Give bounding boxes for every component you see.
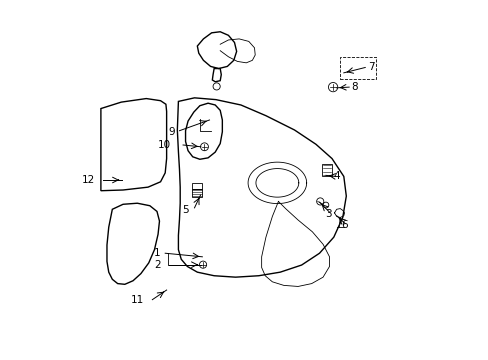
Text: 2: 2	[154, 260, 160, 270]
Text: 11: 11	[131, 296, 144, 305]
Bar	[340, 57, 375, 79]
Text: 7: 7	[367, 63, 374, 72]
Text: 12: 12	[82, 175, 95, 185]
Bar	[322, 164, 331, 176]
Text: 5: 5	[182, 205, 189, 215]
Text: 8: 8	[351, 82, 358, 92]
Text: 4: 4	[332, 171, 339, 181]
Text: 9: 9	[168, 127, 175, 137]
Bar	[191, 183, 202, 189]
Text: 10: 10	[158, 140, 171, 150]
Text: 1: 1	[154, 248, 160, 258]
Bar	[191, 189, 202, 197]
Text: 6: 6	[341, 220, 347, 230]
Text: 3: 3	[324, 209, 331, 219]
